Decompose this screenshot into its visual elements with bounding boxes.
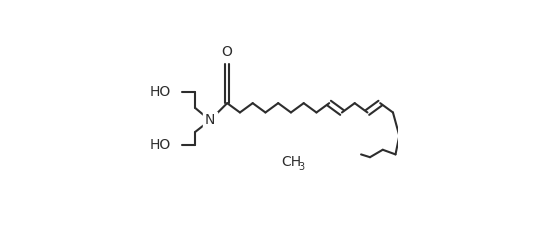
Text: HO: HO [150, 138, 171, 152]
Text: HO: HO [150, 85, 171, 99]
Text: CH: CH [281, 155, 301, 169]
Text: 3: 3 [298, 162, 304, 172]
Text: N: N [205, 113, 215, 127]
Text: O: O [222, 45, 233, 59]
